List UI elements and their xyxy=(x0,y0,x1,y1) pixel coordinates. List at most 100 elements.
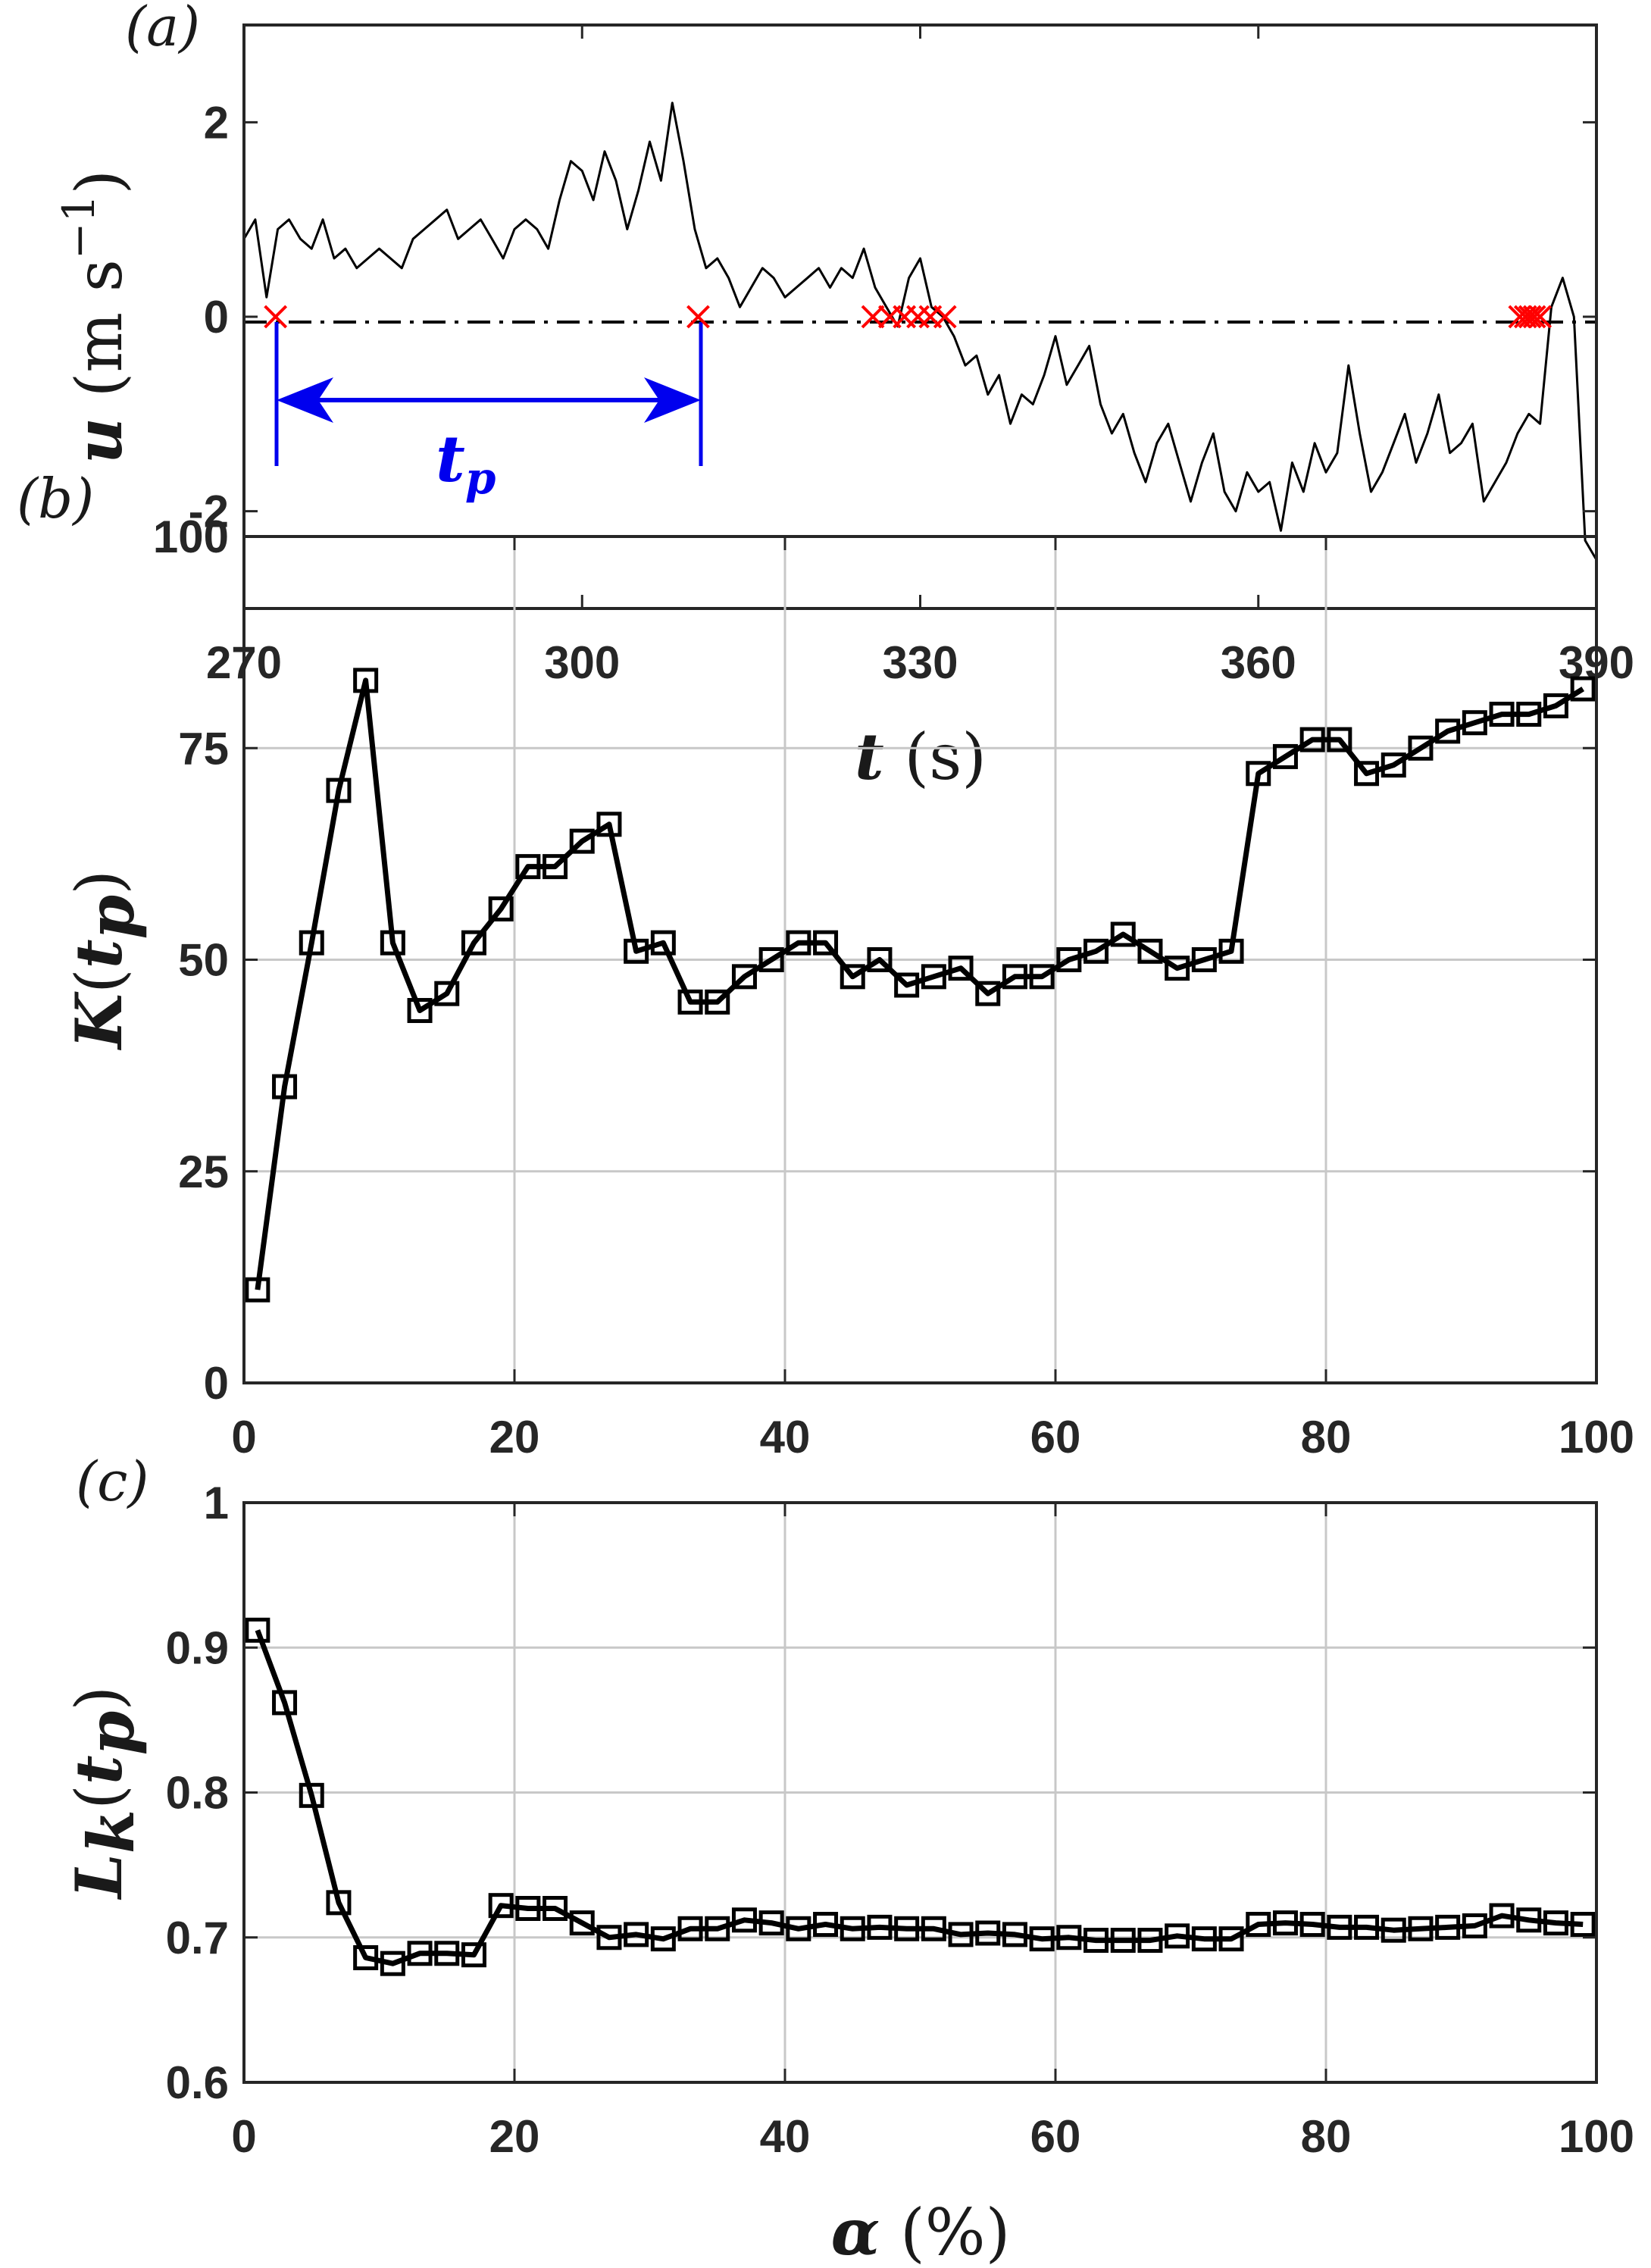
data-point xyxy=(1191,1926,1217,1952)
data-point xyxy=(948,1922,974,1947)
data-point xyxy=(1110,921,1136,947)
tp-label: tp xyxy=(436,421,496,504)
data-point xyxy=(515,1896,541,1921)
data-point xyxy=(731,964,757,990)
data-point xyxy=(272,1690,298,1716)
x-tick-label: 60 xyxy=(1030,2111,1081,2162)
data-point xyxy=(569,1910,595,1936)
data-point xyxy=(1435,718,1461,744)
crossing-marker xyxy=(861,305,885,329)
data-point xyxy=(1165,956,1190,981)
data-point xyxy=(245,1277,270,1303)
data-point xyxy=(1002,964,1027,990)
data-point xyxy=(407,1941,433,1966)
panel-c-ticks: 0 20 40 60 80 100 0.6 0.7 0.8 0.9 1 xyxy=(166,1478,1634,2162)
data-point xyxy=(1462,1913,1487,1938)
crossing-marker xyxy=(1528,305,1553,329)
y-tick-label: 2 xyxy=(204,97,229,148)
data-point xyxy=(596,812,622,837)
y-tick-label: 50 xyxy=(178,935,229,986)
data-point xyxy=(1462,710,1487,736)
data-point xyxy=(758,947,784,972)
data-point xyxy=(1137,938,1163,964)
data-point xyxy=(1354,1914,1380,1940)
data-point xyxy=(407,998,433,1024)
data-point xyxy=(1299,727,1325,752)
data-point xyxy=(1137,1928,1163,1954)
data-point xyxy=(434,1941,460,1966)
panel-c: (c) 0 20 40 60 80 100 0.6 0.7 0.8 0.9 1 Lk(tp) α (… xyxy=(61,1450,1634,2268)
data-point xyxy=(1354,761,1380,787)
crossing-marker xyxy=(264,305,288,329)
data-point xyxy=(758,1910,784,1936)
x-tick-label: 0 xyxy=(231,1412,256,1462)
data-point xyxy=(1083,938,1109,964)
data-point xyxy=(543,1896,568,1921)
data-point xyxy=(488,896,514,921)
data-point xyxy=(786,1916,811,1941)
data-point xyxy=(353,668,379,693)
panel-a-xlabel: t (s) xyxy=(855,719,987,794)
data-point xyxy=(299,1782,324,1808)
data-point xyxy=(1299,1912,1325,1938)
data-point xyxy=(326,777,352,803)
data-point xyxy=(1516,1907,1542,1933)
data-point xyxy=(488,1893,514,1919)
crossing-marker xyxy=(1518,305,1542,329)
data-point xyxy=(1543,1910,1568,1936)
panel-c-grid xyxy=(244,1503,1596,2082)
data-point xyxy=(1570,1912,1596,1938)
data-point xyxy=(461,930,486,956)
panel-a-crossings xyxy=(264,305,1553,329)
data-point xyxy=(1029,964,1055,990)
data-point xyxy=(1218,938,1244,964)
data-point xyxy=(840,964,865,990)
panel-a-ylabel: u (m s−1) xyxy=(53,170,136,464)
data-point xyxy=(1408,1916,1434,1941)
data-point xyxy=(299,930,324,956)
data-point xyxy=(1516,702,1542,727)
data-point xyxy=(326,1890,352,1916)
data-point xyxy=(1246,761,1271,787)
crossing-marker xyxy=(1522,305,1546,329)
data-point xyxy=(1218,1926,1244,1952)
data-point xyxy=(731,1907,757,1933)
y-tick-label: 0.7 xyxy=(166,1913,229,1963)
x-tick-label: 80 xyxy=(1301,2111,1352,2162)
data-point xyxy=(1489,1903,1515,1929)
data-point xyxy=(1165,1923,1190,1949)
data-point xyxy=(813,1912,839,1938)
x-tick-label: 60 xyxy=(1030,1412,1081,1462)
data-point xyxy=(1191,947,1217,972)
panel-b-grid xyxy=(244,536,1596,1383)
data-point xyxy=(677,989,703,1015)
data-point xyxy=(1327,1914,1352,1940)
series-line xyxy=(255,1629,1584,1966)
y-tick-label: 0.9 xyxy=(166,1622,229,1673)
data-point xyxy=(677,1916,703,1941)
data-point xyxy=(515,854,541,880)
x-tick-label: 100 xyxy=(1559,2111,1634,2162)
y-tick-label: 75 xyxy=(178,723,229,774)
x-tick-label: 40 xyxy=(760,1412,811,1462)
data-point xyxy=(813,930,839,956)
x-tick-label: 300 xyxy=(544,637,620,688)
data-point xyxy=(1272,1910,1298,1936)
tp-arrowhead-right xyxy=(644,377,701,423)
tp-annotation: tp xyxy=(274,322,703,504)
data-point xyxy=(624,1922,649,1947)
data-point xyxy=(245,1617,270,1643)
x-tick-label: 100 xyxy=(1559,1412,1634,1462)
data-point xyxy=(1543,693,1568,718)
data-point xyxy=(596,1925,622,1950)
x-tick-label: 0 xyxy=(231,2111,256,2162)
panel-b: (b) 0 20 40 60 80 100 0 25 50 75 100 K(tp) xyxy=(17,467,1634,1462)
data-point xyxy=(1002,1922,1027,1947)
panel-label-c: (c) xyxy=(76,1450,149,1513)
data-point xyxy=(948,956,974,981)
data-point xyxy=(786,930,811,956)
data-point xyxy=(1435,1914,1461,1940)
panel-label-a: (a) xyxy=(125,0,200,58)
